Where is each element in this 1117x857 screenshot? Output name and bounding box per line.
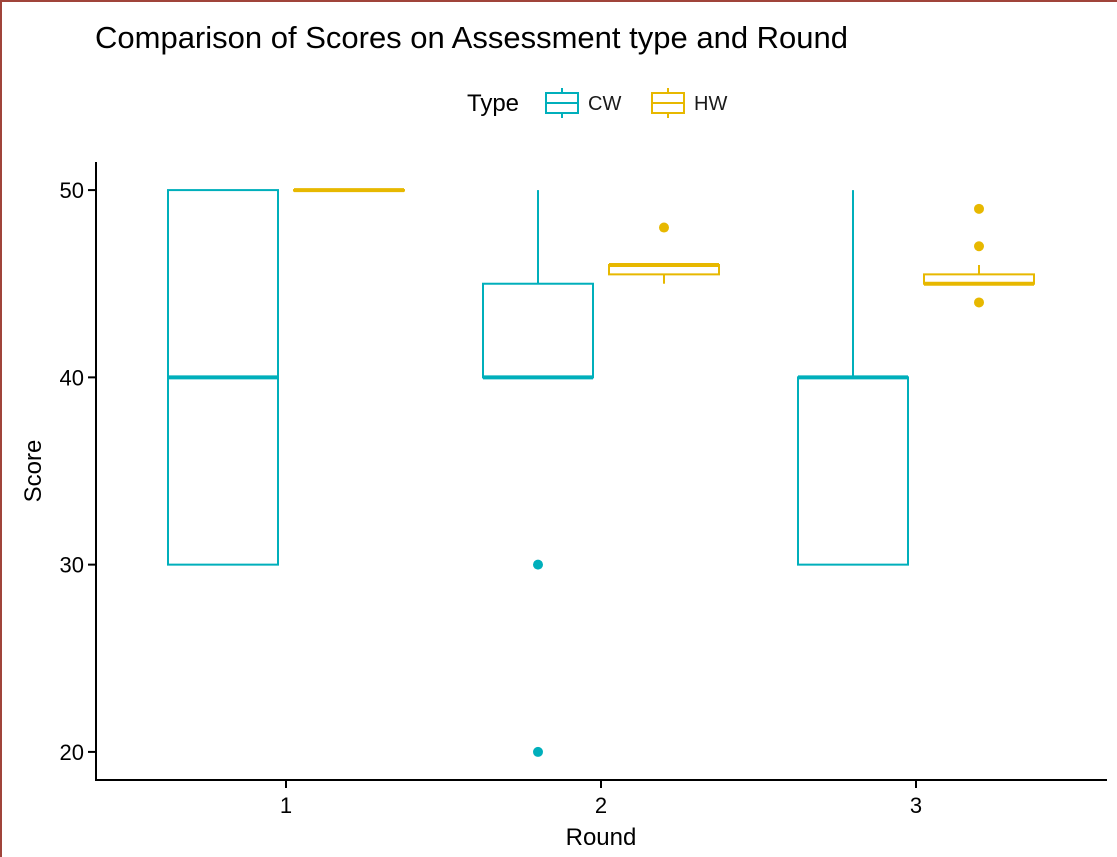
x-tick-label: 3 bbox=[910, 793, 922, 818]
x-tick-label: 2 bbox=[595, 793, 607, 818]
legend-title: Type bbox=[467, 90, 519, 117]
y-axis-title: Score bbox=[20, 440, 47, 503]
box-body bbox=[482, 282, 594, 379]
y-tick-label: 40 bbox=[60, 365, 84, 390]
box-hw-round-3 bbox=[923, 203, 1035, 308]
x-axis-title: Round bbox=[566, 824, 637, 851]
outlier-point bbox=[659, 222, 669, 233]
outlier-point bbox=[974, 203, 984, 214]
legend-key-box-icon bbox=[651, 88, 685, 118]
box-cw-round-2 bbox=[482, 190, 594, 757]
legend: Type CW HW bbox=[467, 88, 727, 118]
legend-item-hw: HW bbox=[651, 88, 727, 118]
y-axis-ticks: 20 30 40 50 bbox=[60, 178, 96, 765]
box-cw-round-3 bbox=[797, 190, 909, 566]
chart-title: Comparison of Scores on Assessment type … bbox=[95, 20, 848, 55]
y-tick-label: 50 bbox=[60, 178, 84, 203]
legend-label: HW bbox=[694, 93, 727, 115]
plot-area bbox=[167, 188, 1035, 757]
outlier-point bbox=[974, 297, 984, 308]
legend-key-box-icon bbox=[545, 88, 579, 118]
series-hw bbox=[293, 188, 1035, 308]
box-hw-round-1 bbox=[293, 188, 405, 193]
box-cw-round-1 bbox=[167, 189, 279, 566]
y-tick-label: 20 bbox=[60, 740, 84, 765]
legend-label: CW bbox=[588, 93, 621, 115]
box-body bbox=[797, 376, 909, 566]
x-tick-label: 1 bbox=[280, 793, 292, 818]
outlier-point bbox=[533, 559, 543, 570]
box-hw-round-2 bbox=[608, 222, 720, 284]
outlier-point bbox=[974, 241, 984, 252]
legend-item-cw: CW bbox=[545, 88, 621, 118]
series-cw bbox=[167, 189, 909, 757]
outlier-point bbox=[533, 746, 543, 757]
x-axis-ticks: 1 2 3 bbox=[280, 780, 922, 818]
y-tick-label: 30 bbox=[60, 553, 84, 578]
